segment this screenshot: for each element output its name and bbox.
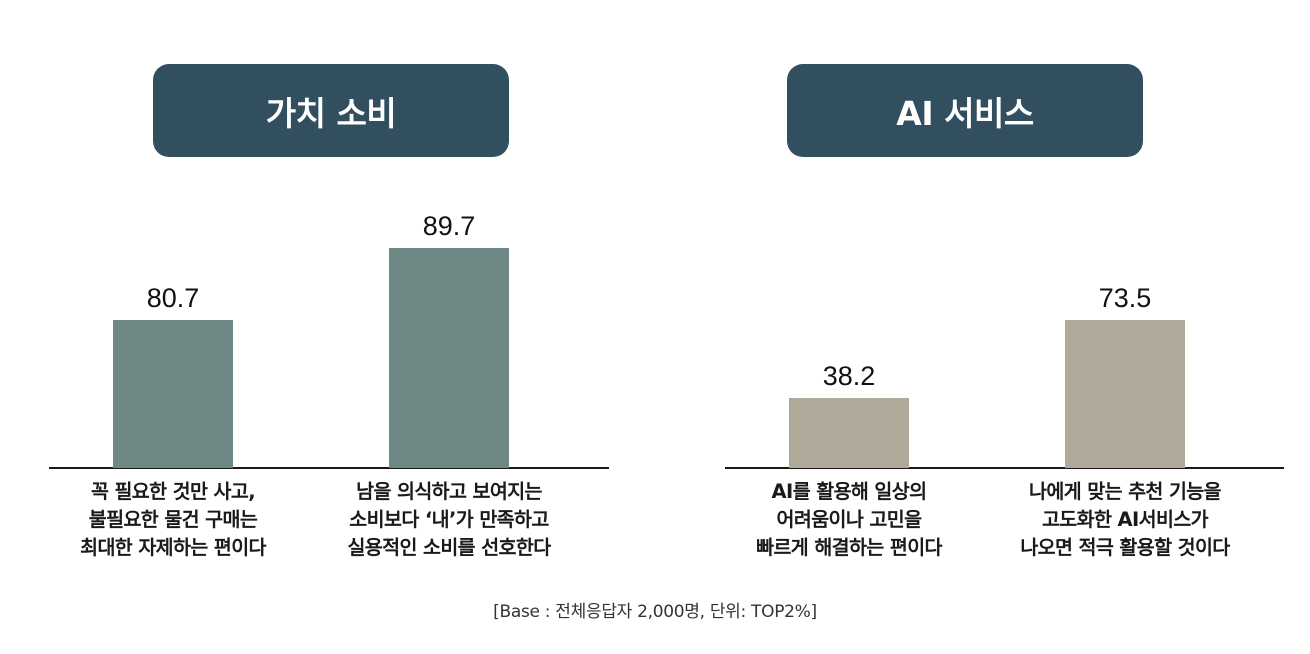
bar-ai-service-1	[789, 398, 909, 468]
category-label: AI를 활용해 일상의 어려움이나 고민을 빠르게 해결하는 편이다	[756, 480, 942, 559]
panel-title-value-consumption: 가치 소비	[153, 64, 509, 157]
panel-title-ai-service: AI 서비스	[787, 64, 1143, 157]
base-footnote: [Base : 전체응답자 2,000명, 단위: TOP2%]	[493, 602, 817, 622]
bar-value-consumption-1	[113, 320, 233, 468]
bar-value-label: 89.7	[422, 211, 476, 241]
category-label: 남을 의식하고 보여지는 소비보다 ‘내’가 만족하고 실용적인 소비를 선호한…	[347, 480, 551, 559]
bar-value-label: 80.7	[146, 283, 200, 313]
category-label: 나에게 맞는 추천 기능을 고도화한 AI서비스가 나오면 적극 활용할 것이다	[1020, 480, 1230, 559]
bar-value-label: 38.2	[822, 361, 876, 391]
bar-value-label: 73.5	[1098, 283, 1152, 313]
category-label: 꼭 필요한 것만 사고, 불필요한 물건 구매는 최대한 자제하는 편이다	[80, 480, 266, 559]
left-chart-baseline	[49, 467, 609, 469]
bar-value-consumption-2	[389, 248, 509, 468]
bar-ai-service-2	[1065, 320, 1185, 468]
right-chart-baseline	[725, 467, 1284, 469]
